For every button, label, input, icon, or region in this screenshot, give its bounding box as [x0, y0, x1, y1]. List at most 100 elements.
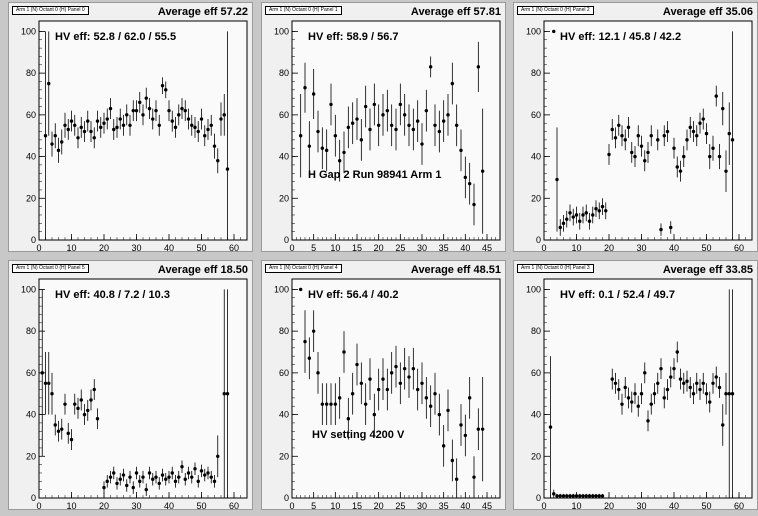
data-point: [643, 150, 647, 172]
point-marker: [607, 152, 611, 157]
point-marker: [157, 481, 161, 486]
point-marker: [581, 494, 585, 498]
point-marker: [131, 485, 135, 490]
chart-title: Average eff 35.06: [662, 6, 753, 18]
point-marker: [50, 142, 54, 146]
chart-pad: 0 10 20 30 40 50 60 0 20 40 60 80 100 Arm 1 (N) Octan…: [513, 2, 758, 253]
data-point: [476, 41, 481, 92]
data-point: [164, 81, 168, 99]
point-marker: [463, 175, 468, 180]
y-tick-label: 20: [531, 451, 541, 461]
data-point: [203, 468, 207, 482]
x-tick-label: 20: [99, 243, 109, 253]
point-marker: [144, 96, 148, 100]
data-point: [597, 202, 601, 220]
point-marker: [173, 125, 178, 130]
data-point: [342, 131, 346, 174]
data-point: [199, 464, 204, 478]
point-marker: [125, 483, 129, 488]
data-point: [558, 219, 562, 236]
data-point: [682, 372, 686, 394]
data-point: [147, 466, 152, 480]
data-point: [385, 89, 390, 132]
data-point: [216, 148, 220, 174]
point-marker: [376, 387, 381, 392]
data-point: [626, 116, 631, 138]
data-point: [407, 356, 411, 398]
point-marker: [157, 123, 161, 127]
data-point: [665, 121, 670, 142]
data-point: [311, 68, 316, 120]
x-tick-label: 30: [636, 501, 646, 511]
data-point: [60, 129, 64, 155]
point-marker: [66, 431, 70, 436]
point-marker: [411, 366, 416, 371]
data-point: [118, 472, 122, 486]
point-marker: [56, 148, 61, 153]
point-marker: [565, 217, 569, 221]
point-marker: [669, 375, 673, 379]
y-tick-label: 60: [531, 368, 541, 378]
x-tick-label: 25: [395, 501, 405, 511]
point-marker: [682, 154, 686, 159]
point-marker: [402, 366, 407, 371]
data-point: [568, 493, 572, 498]
data-point: [154, 470, 158, 484]
data-point: [346, 106, 351, 149]
x-tick-label: 45: [482, 243, 492, 253]
plot-frame: [543, 278, 753, 499]
data-point: [646, 141, 650, 163]
point-marker: [424, 396, 429, 400]
data-point: [717, 377, 722, 398]
data-point: [682, 146, 686, 167]
y-tick-label: 20: [26, 451, 36, 461]
point-marker: [613, 136, 618, 140]
data-point: [565, 493, 569, 498]
point-marker: [639, 392, 644, 396]
data-point: [337, 139, 342, 182]
y-tick-label: 0: [31, 493, 36, 503]
data-point: [685, 370, 689, 392]
pad-label: Arm 1 (N) Octant 0 (H) Panel 2: [517, 6, 594, 15]
x-tick-label: 10: [330, 501, 340, 511]
point-marker: [125, 113, 129, 117]
data-point: [730, 31, 735, 240]
point-marker: [724, 392, 728, 396]
point-marker: [47, 381, 51, 385]
point-marker: [180, 465, 184, 469]
point-marker: [193, 467, 197, 471]
point-marker: [60, 140, 64, 144]
pad-label: Arm 1 (N) Octant 0 (H) Panel 4: [265, 264, 342, 273]
point-marker: [688, 385, 692, 390]
data-point: [652, 383, 657, 405]
point-marker: [472, 475, 476, 479]
point-marker: [398, 102, 403, 107]
data-point: [47, 31, 51, 136]
point-marker: [311, 329, 316, 333]
point-marker: [307, 356, 312, 360]
y-tick-label: 80: [531, 68, 541, 78]
data-point: [411, 347, 416, 390]
plot-frame: [38, 278, 248, 499]
point-marker: [568, 211, 572, 215]
point-marker: [320, 146, 325, 150]
data-point: [587, 212, 592, 230]
chart-pad: 0 5 10 15 20 25 30 35 40 45 0 20 40 60 80 100 Arm 1 (N) …: [261, 2, 506, 253]
data-point: [329, 383, 333, 425]
data-point: [441, 425, 446, 467]
data-point: [565, 210, 569, 228]
chart-title: Average eff 57.22: [157, 6, 248, 18]
data-point: [216, 435, 220, 478]
data-point: [193, 462, 197, 476]
data-point: [639, 383, 644, 405]
data-point: [157, 114, 161, 136]
point-marker: [643, 159, 647, 163]
data-point: [206, 119, 210, 140]
pad-label: Arm 1 (N) Octant 0 (H) Panel 5: [12, 264, 89, 273]
point-marker: [617, 387, 621, 392]
point-marker: [118, 117, 122, 121]
data-point: [685, 129, 689, 151]
point-marker: [128, 475, 132, 479]
data-point: [665, 379, 670, 400]
x-tick-label: 60: [229, 501, 239, 511]
